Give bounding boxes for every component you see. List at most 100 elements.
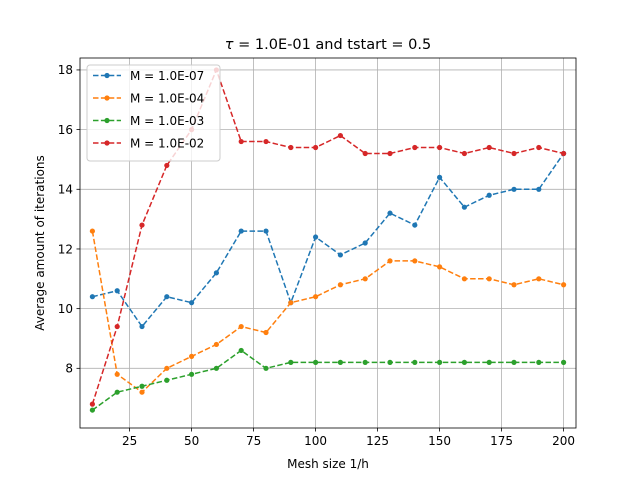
data-point — [362, 359, 368, 365]
data-point — [561, 150, 567, 157]
data-point — [114, 371, 120, 377]
data-point — [263, 228, 269, 234]
data-point — [461, 276, 467, 282]
data-point — [337, 359, 343, 365]
data-point — [486, 144, 492, 151]
y-tick-label: 8 — [65, 362, 73, 376]
legend-label: M = 1.0E-04 — [130, 91, 204, 105]
grid — [80, 58, 576, 428]
legend-item: M = 1.0E-02 — [93, 136, 204, 150]
data-point — [114, 389, 120, 395]
data-point — [536, 359, 542, 365]
data-point — [313, 359, 319, 365]
data-point — [263, 329, 269, 336]
x-tick-label: 100 — [304, 434, 327, 448]
data-point — [362, 150, 368, 157]
series-2 — [89, 228, 567, 395]
data-point — [511, 150, 517, 157]
data-point — [437, 144, 443, 151]
data-point — [461, 204, 467, 210]
data-point — [511, 359, 517, 365]
data-point — [486, 192, 492, 198]
data-point — [164, 365, 170, 371]
legend-marker — [104, 117, 110, 124]
data-point — [114, 288, 120, 294]
data-point — [561, 359, 567, 365]
data-point — [114, 323, 120, 330]
legend-item: M = 1.0E-07 — [93, 69, 204, 83]
legend-marker — [104, 95, 110, 101]
legend-marker — [104, 140, 110, 146]
legend: M = 1.0E-07 M = 1.0E-04 M = 1.0E-03 M = 1.0… — [86, 64, 221, 162]
legend-label: M = 1.0E-03 — [130, 114, 204, 128]
y-tick-label: 14 — [58, 183, 73, 197]
data-point — [511, 282, 517, 288]
x-tick-label: 25 — [122, 434, 137, 448]
data-point — [238, 228, 244, 234]
data-point — [511, 186, 517, 192]
data-point — [263, 138, 269, 145]
legend-label: M = 1.0E-02 — [130, 136, 204, 150]
data-point — [387, 210, 393, 216]
data-point — [139, 383, 145, 389]
data-point — [486, 276, 492, 282]
chart-title: τ = 1.0E-01 and tstart = 0.5 — [225, 37, 431, 53]
data-point — [213, 365, 219, 371]
data-point — [89, 407, 95, 413]
data-point — [189, 371, 195, 377]
series-line — [92, 153, 565, 328]
data-point — [89, 228, 95, 234]
data-point — [164, 294, 170, 300]
data-point — [387, 150, 393, 157]
data-point — [412, 359, 418, 365]
data-point — [238, 347, 244, 354]
x-tick-label: 50 — [184, 434, 199, 448]
y-tick-label: 12 — [58, 242, 73, 256]
x-axis-label: Mesh size 1/h — [287, 457, 369, 471]
y-tick-label: 18 — [58, 63, 73, 77]
data-point — [263, 365, 269, 371]
data-point — [387, 258, 393, 264]
data-point — [139, 323, 145, 330]
data-point — [412, 222, 418, 228]
title-text: = 1.0E-01 and tstart = 0.5 — [234, 37, 432, 53]
data-point — [337, 132, 343, 139]
data-point — [89, 401, 95, 407]
data-point — [238, 138, 244, 145]
series-line — [91, 230, 564, 394]
y-tick-label: 10 — [58, 302, 73, 316]
legend-marker — [104, 72, 110, 79]
x-tick-label: 175 — [490, 434, 513, 448]
legend-item: M = 1.0E-04 — [93, 91, 204, 105]
data-point — [362, 276, 368, 282]
data-point — [461, 150, 467, 157]
plot-frame — [79, 57, 577, 429]
data-point — [164, 377, 170, 383]
data-point — [288, 359, 294, 365]
series-line — [91, 349, 564, 411]
data-point — [437, 174, 443, 180]
data-point — [412, 144, 418, 151]
data-point — [89, 294, 95, 300]
x-tick-label: 150 — [428, 434, 451, 448]
data-point — [412, 258, 418, 264]
data-point — [437, 359, 443, 365]
data-point — [189, 353, 195, 359]
data-point — [536, 186, 542, 192]
data-point — [536, 276, 542, 282]
title-symbol: τ — [225, 37, 234, 53]
data-point — [313, 234, 319, 240]
data-point — [164, 162, 170, 169]
data-point — [139, 222, 145, 228]
data-point — [536, 144, 542, 151]
y-axis-label: Average amount of iterations — [33, 155, 47, 331]
legend-label: M = 1.0E-07 — [130, 69, 204, 83]
data-point — [238, 323, 244, 330]
legend-box — [86, 64, 221, 162]
data-point — [213, 341, 219, 348]
legend-item: M = 1.0E-03 — [93, 114, 204, 128]
data-point — [362, 240, 368, 246]
data-point — [437, 264, 443, 270]
